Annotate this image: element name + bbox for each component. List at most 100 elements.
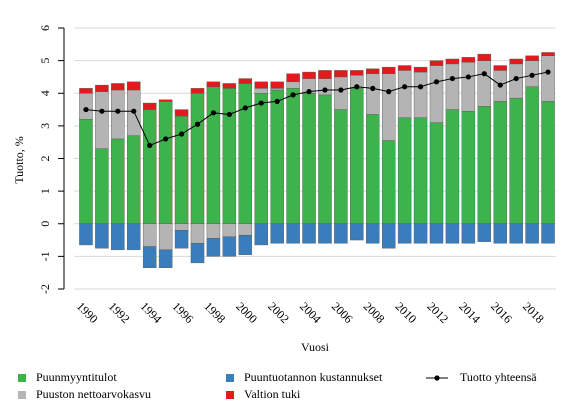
- total-point: [417, 84, 424, 90]
- bar-segment: [493, 223, 507, 244]
- bar-segment: [477, 223, 492, 242]
- total-point: [545, 69, 551, 75]
- bar-segment: [445, 58, 460, 65]
- bar-segment: [238, 223, 253, 236]
- bar-segment: [190, 223, 205, 244]
- total-point: [433, 79, 440, 85]
- bar-segment: [334, 70, 348, 78]
- bar-segment: [127, 135, 141, 224]
- total-line: [85, 71, 549, 147]
- legend-label: Puuntuotannon kustannukset: [244, 370, 383, 384]
- bar-segment: [461, 223, 476, 244]
- bar-segment: [254, 93, 268, 224]
- bar-segment: [413, 117, 428, 224]
- y-tick-label: 6: [38, 25, 52, 31]
- y-tick-label: 5: [38, 58, 52, 64]
- total-point: [163, 136, 169, 142]
- legend-marker: [434, 375, 440, 381]
- bar-segment: [222, 88, 237, 224]
- bar-segment: [350, 223, 364, 241]
- y-axis-label: Tuotto, %: [12, 136, 26, 184]
- bar-segment: [413, 71, 428, 118]
- bar-segment: [111, 83, 125, 91]
- x-tick-label: 1994: [138, 299, 165, 326]
- bar-segment: [286, 88, 300, 224]
- bar-segment: [222, 223, 237, 238]
- legend-swatch: [226, 374, 234, 382]
- legend-swatch: [18, 374, 26, 382]
- bar-segment: [302, 71, 316, 79]
- bar-segment: [429, 60, 444, 66]
- bar-segment: [509, 223, 523, 244]
- bar-segment: [270, 89, 284, 224]
- bar-segment: [461, 62, 476, 112]
- x-tick-label: 1998: [201, 299, 228, 326]
- bar-segment: [158, 99, 173, 102]
- bar-segment: [381, 73, 396, 141]
- x-tick-label: 1990: [74, 299, 101, 326]
- bar-segment: [541, 52, 555, 56]
- legend-label: Puuston nettoarvokasvu: [36, 387, 151, 401]
- total-point: [481, 71, 487, 77]
- bar-segment: [461, 57, 476, 63]
- bar-segment: [397, 223, 412, 244]
- total-point: [274, 98, 280, 105]
- y-tick-label: -1: [38, 251, 52, 261]
- bar-segment: [206, 86, 221, 224]
- bar-segment: [350, 70, 364, 76]
- bar-segment: [254, 81, 268, 89]
- bar-segment: [158, 249, 173, 268]
- bar-segment: [445, 223, 460, 244]
- bar-segment: [190, 88, 205, 94]
- bar-segment: [95, 148, 109, 224]
- x-tick-label: 2004: [297, 299, 324, 326]
- bar-segment: [318, 94, 332, 224]
- bar-segment: [397, 65, 412, 71]
- total-point: [306, 89, 312, 95]
- bar-segment: [493, 101, 507, 224]
- bar-segment: [95, 223, 109, 249]
- y-tick-label: 4: [38, 90, 52, 96]
- total-point: [497, 82, 503, 88]
- bar-segment: [366, 223, 380, 244]
- y-tick-label: -2: [38, 284, 52, 294]
- x-tick-label: 2008: [361, 299, 388, 326]
- y-tick-label: 0: [38, 221, 52, 227]
- total-point: [529, 72, 535, 78]
- bar-segment: [190, 93, 205, 224]
- bar-segment: [286, 73, 300, 83]
- x-tick-label: 2006: [329, 299, 356, 326]
- bar-segment: [158, 101, 173, 224]
- legend-swatch: [18, 391, 26, 399]
- x-tick-label: 2018: [520, 299, 547, 326]
- total-point: [465, 74, 471, 80]
- bar-segment: [477, 53, 492, 61]
- total-point: [147, 142, 153, 149]
- total-point: [290, 92, 296, 98]
- bar-segment: [142, 109, 157, 224]
- bar-segment: [142, 246, 157, 268]
- bar-segment: [541, 101, 555, 224]
- bar-segment: [397, 117, 412, 224]
- bar-segment: [158, 223, 173, 251]
- bar-segment: [286, 81, 300, 89]
- bar-segment: [222, 83, 237, 89]
- bar-segment: [334, 109, 348, 224]
- bar-segment: [318, 70, 332, 79]
- bar-segment: [429, 223, 444, 244]
- bar-segment: [111, 223, 125, 251]
- bar-segment: [541, 223, 555, 244]
- total-point: [242, 105, 248, 111]
- bar-segment: [238, 83, 253, 224]
- bar-segment: [270, 88, 284, 91]
- bar-segment: [509, 97, 523, 224]
- bar-segment: [429, 65, 444, 123]
- bar-segment: [254, 223, 268, 246]
- total-point: [83, 106, 89, 113]
- total-point: [99, 108, 105, 114]
- total-point: [354, 84, 360, 90]
- total-point: [370, 85, 376, 91]
- bar-segment: [477, 60, 492, 107]
- legend-label: Valtion tuki: [244, 387, 301, 401]
